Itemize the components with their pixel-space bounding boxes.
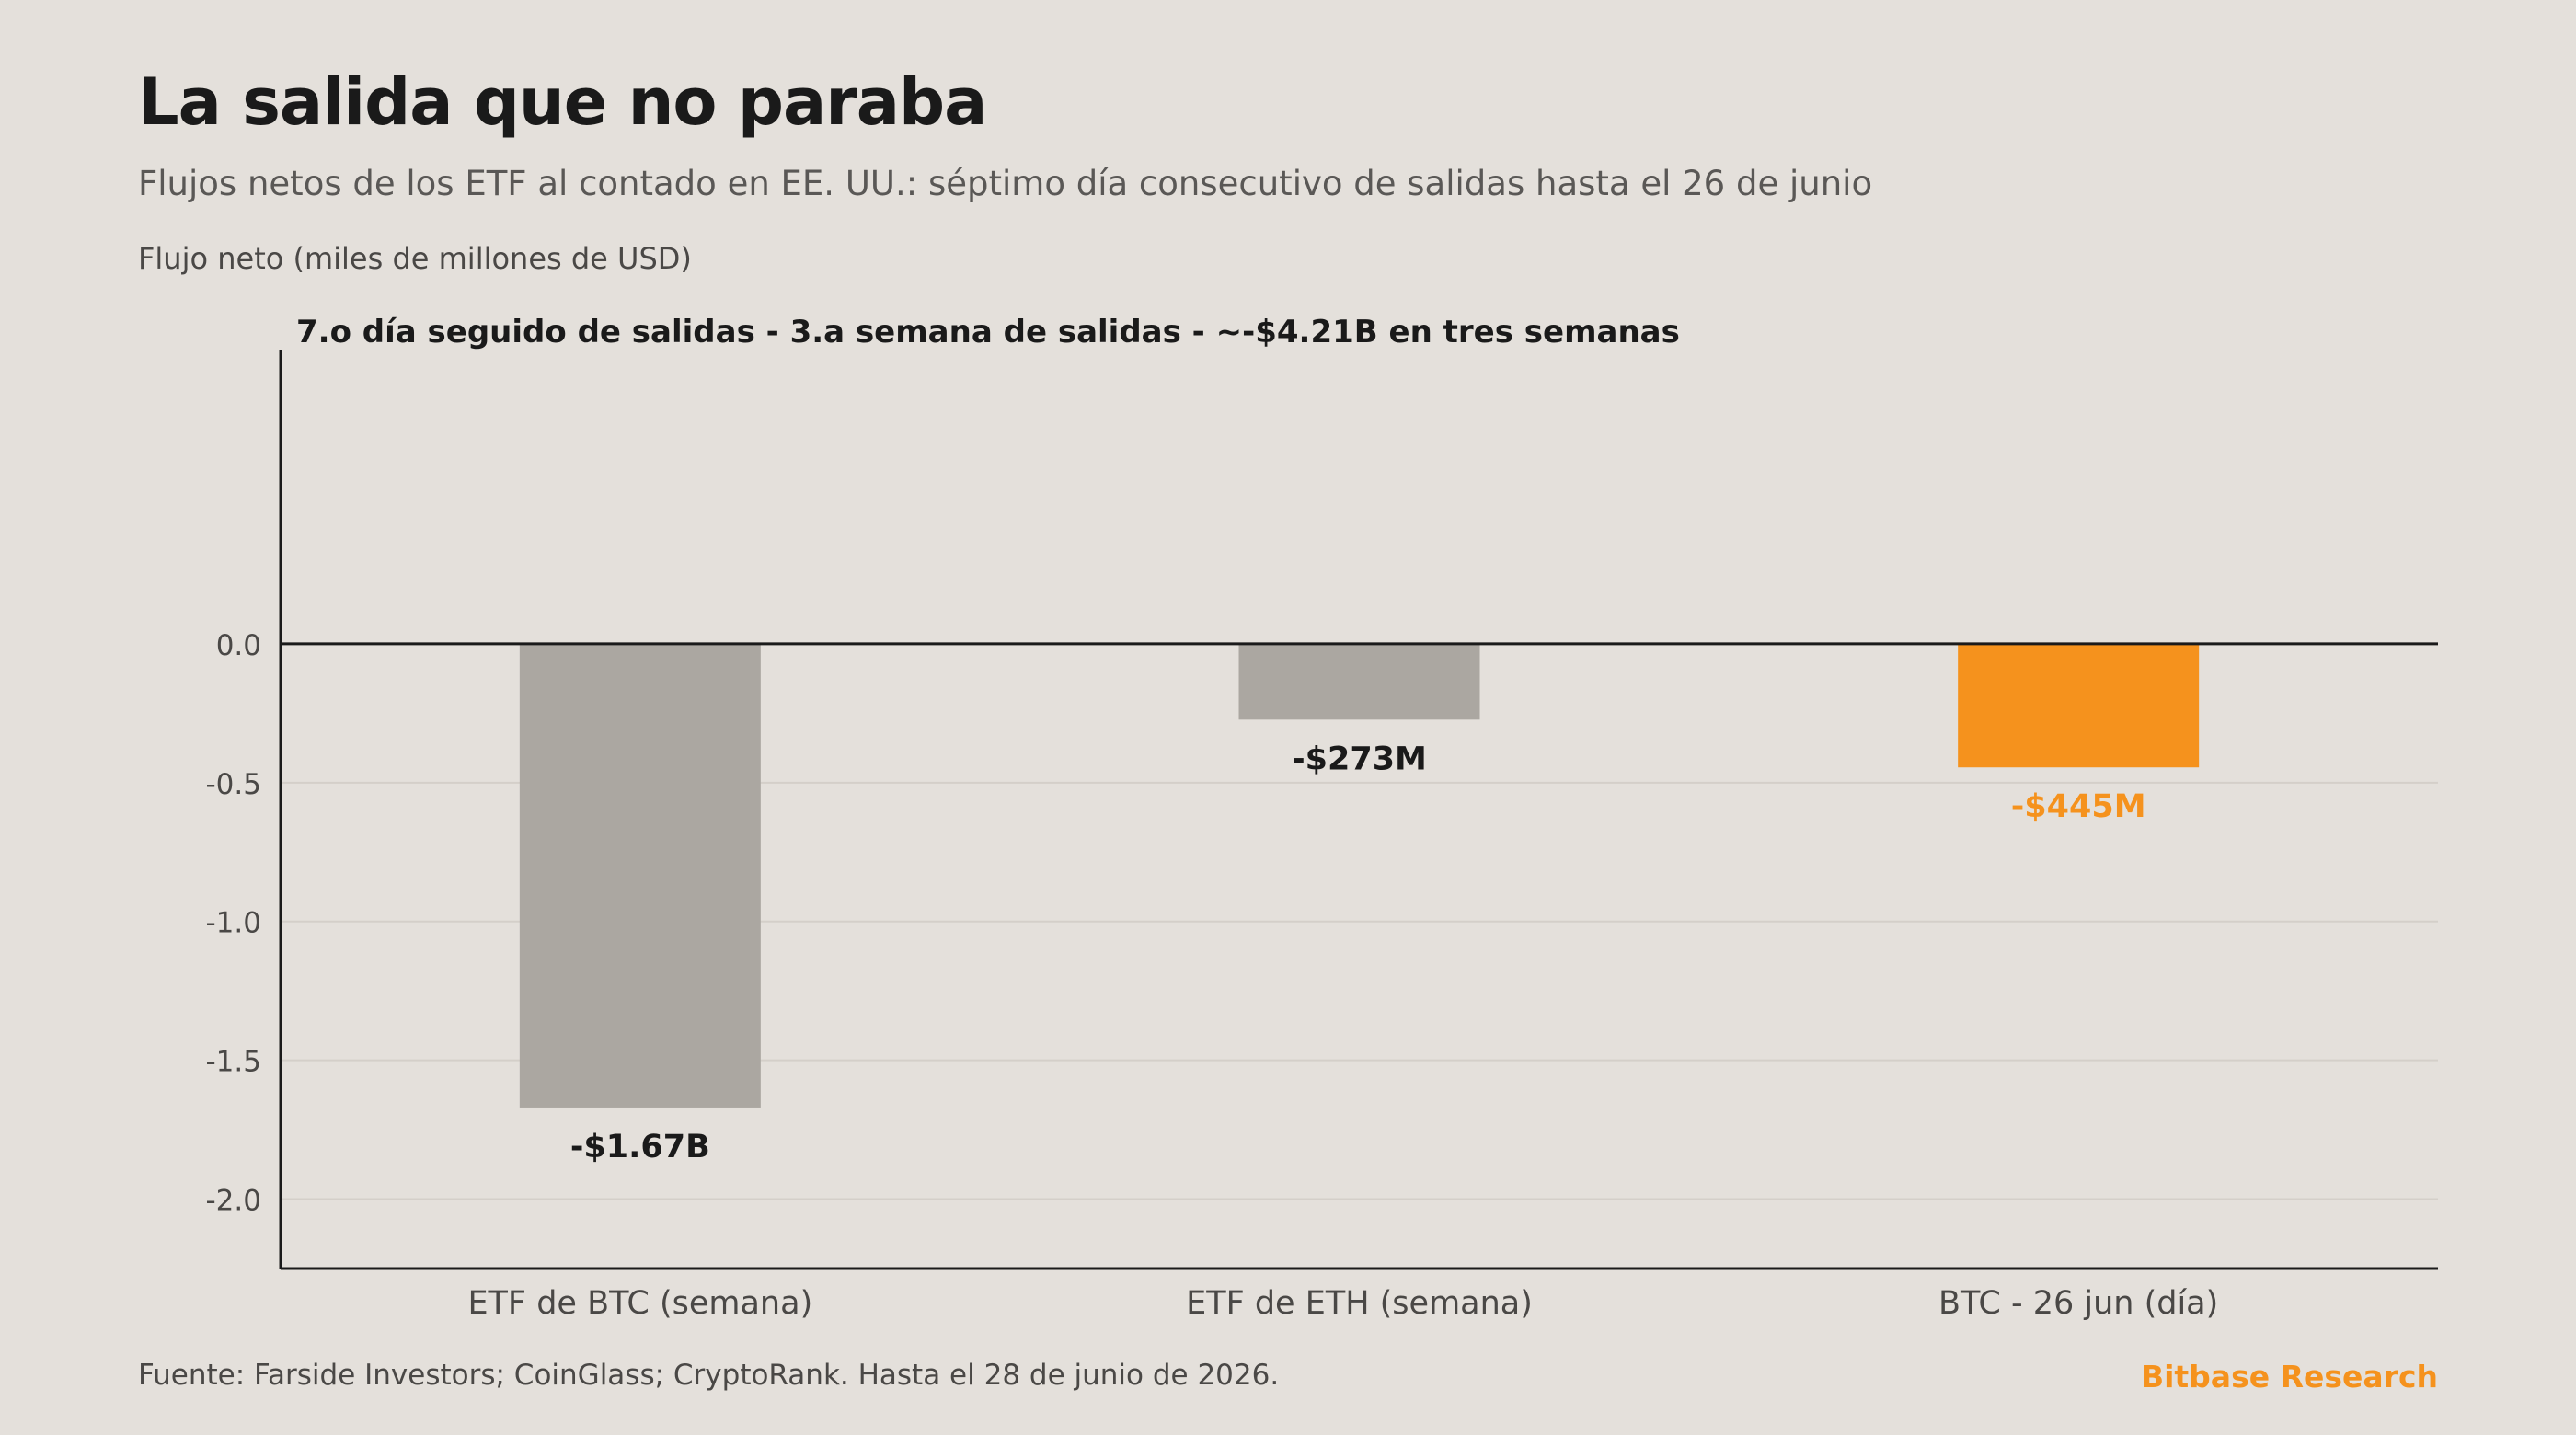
y-tick-label: -1.0 xyxy=(206,907,262,940)
y-tick-label: -2.0 xyxy=(206,1185,262,1218)
chart-title: La salida que no paraba xyxy=(138,64,987,140)
source-note: Fuente: Farside Investors; CoinGlass; Cr… xyxy=(138,1359,1280,1392)
bar xyxy=(1958,643,2200,768)
y-tick-label: -1.5 xyxy=(206,1046,262,1079)
y-tick-label: 0.0 xyxy=(216,629,261,662)
brand-label: Bitbase Research xyxy=(2140,1359,2438,1395)
bar-value-label: -$445M xyxy=(2011,788,2146,825)
bar-value-label: -$1.67B xyxy=(570,1129,710,1165)
bar xyxy=(1238,643,1480,720)
x-tick-label: ETF de BTC (semana) xyxy=(467,1285,812,1322)
y-axis-title: Flujo neto (miles de millones de USD) xyxy=(138,241,692,276)
chart-subtitle: Flujos netos de los ETF al contado en EE… xyxy=(138,164,1873,203)
x-tick-label: ETF de ETH (semana) xyxy=(1186,1285,1533,1322)
y-tick-label: -0.5 xyxy=(206,768,262,801)
bar xyxy=(519,643,761,1108)
x-tick-label: BTC - 26 jun (día) xyxy=(1938,1285,2218,1322)
bar-value-label: -$273M xyxy=(1292,740,1427,777)
chart-annotation: 7.o día seguido de salidas - 3.a semana … xyxy=(296,314,1680,350)
